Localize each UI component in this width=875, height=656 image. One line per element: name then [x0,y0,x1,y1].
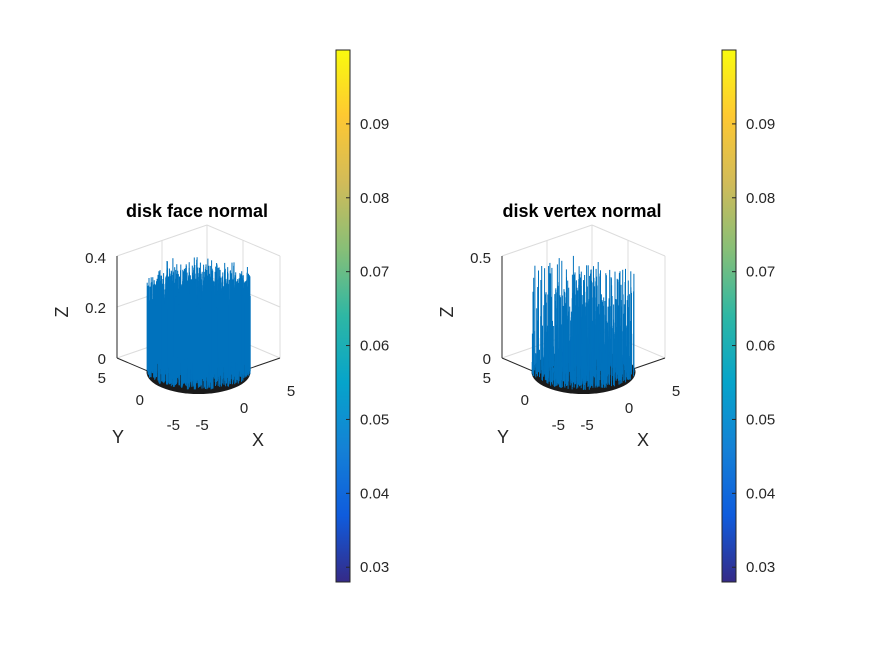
y-tick-label: 5 [483,370,491,387]
colorbar-tick-label: 0.08 [360,190,389,207]
y-tick-label: -5 [167,417,180,434]
z-tick-label: 0 [98,351,106,368]
x-tick-label: 0 [625,400,633,417]
z-axis-label: Z [437,307,457,318]
chart-title: disk vertex normal [502,201,661,221]
colorbar-tick-label: 0.09 [746,116,775,133]
x-tick-label: 5 [287,383,295,400]
colorbar-tick-label: 0.09 [360,116,389,133]
colorbar-tick-label: 0.07 [360,264,389,281]
y-axis-label: Y [497,427,509,447]
colorbar: 0.03 0.04 0.05 0.06 0.07 0.08 0.09 [722,50,775,582]
colorbar-gradient [722,50,736,582]
x-axis-label: X [637,430,649,450]
chart-title: disk face normal [126,201,268,221]
z-tick-label: 0 [483,351,491,368]
chart-face-normal: disk face normal 0.4 0.2 0 Z 5 0 -5 [52,50,389,582]
x-tick-label: -5 [580,417,593,434]
colorbar-tick-label: 0.05 [360,411,389,428]
y-axis-label: Y [112,427,124,447]
colorbar-tick-label: 0.03 [360,559,389,576]
colorbar-tick-label: 0.06 [746,338,775,355]
y-tick-label: 0 [136,392,144,409]
colorbar-tick-label: 0.03 [746,559,775,576]
y-tick-label: 0 [521,392,529,409]
colorbar: 0.03 0.04 0.05 0.06 0.07 0.08 0.09 [336,50,389,582]
x-tick-label: 0 [240,400,248,417]
colorbar-tick-label: 0.05 [746,411,775,428]
x-axis-label: X [252,430,264,450]
x-tick-label: 5 [672,383,680,400]
colorbar-tick-label: 0.06 [360,338,389,355]
colorbar-gradient [336,50,350,582]
chart-vertex-normal: disk vertex normal 0.5 0 Z 5 0 -5 Y -5 [437,50,775,582]
z-tick-label: 0.5 [470,250,491,267]
y-tick-label: 5 [98,370,106,387]
colorbar-tick-label: 0.04 [360,485,389,502]
colorbar-tick-label: 0.08 [746,190,775,207]
x-tick-label: -5 [195,417,208,434]
z-axis-label: Z [52,307,72,318]
y-tick-label: -5 [552,417,565,434]
z-tick-label: 0.4 [85,250,106,267]
z-tick-label: 0.2 [85,300,106,317]
colorbar-tick-label: 0.07 [746,264,775,281]
colorbar-tick-label: 0.04 [746,485,775,502]
